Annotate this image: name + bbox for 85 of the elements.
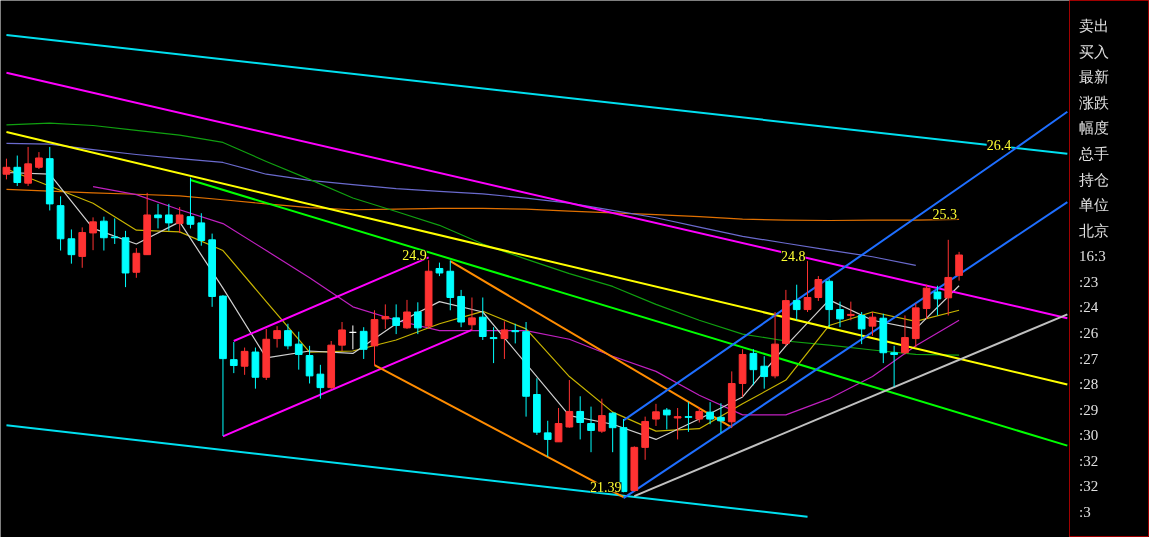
candlestick: [814, 275, 823, 302]
candlestick: [836, 301, 844, 328]
candlestick: [89, 216, 97, 251]
candlestick: [608, 411, 617, 453]
text: :26: [1079, 324, 1099, 341]
text: :24: [1079, 299, 1099, 316]
candlestick: [489, 326, 498, 364]
text: 总手: [1078, 145, 1110, 162]
text: :3: [1079, 503, 1091, 520]
candlestick: [381, 303, 390, 330]
candlestick: [652, 403, 660, 427]
candlestick: [597, 398, 606, 434]
text: 持仓: [1079, 171, 1110, 188]
candlestick: [413, 301, 422, 335]
candlestick: [500, 320, 509, 360]
candlestick: [13, 155, 22, 187]
candlestick: [24, 146, 32, 187]
text: 北京: [1079, 222, 1110, 239]
candlestick: [857, 311, 866, 345]
candlestick: [717, 402, 725, 434]
candlestick: [706, 401, 714, 425]
candlestick: [338, 321, 346, 352]
candlestick: [846, 301, 855, 321]
candlestick: [2, 158, 11, 180]
annotation: 24.8: [781, 248, 806, 264]
candlestick: [316, 364, 325, 400]
text: 涨跌: [1079, 94, 1110, 111]
candlestick: [294, 331, 303, 371]
candlestick: [933, 285, 942, 316]
candlestick: [197, 212, 206, 247]
candlestick: [684, 401, 693, 433]
candlestick: [868, 311, 877, 337]
candlestick: [955, 251, 963, 282]
candlestick: [132, 247, 141, 279]
candlestick: [901, 314, 909, 355]
candlestick: [240, 347, 249, 376]
candlestick: [468, 296, 476, 332]
candlestick: [587, 406, 595, 453]
candlestick: [403, 299, 411, 330]
text: :27: [1079, 350, 1099, 367]
text: 买入: [1079, 43, 1110, 60]
text: :30: [1079, 427, 1099, 444]
candlestick: [359, 326, 368, 360]
candlestick: [392, 303, 401, 335]
candlestick: [565, 379, 574, 429]
text: :32: [1079, 478, 1099, 495]
text: :23: [1079, 273, 1099, 290]
text: :28: [1079, 376, 1099, 393]
text: 单位: [1079, 197, 1110, 214]
candlestick: [110, 217, 119, 245]
candlestick: [284, 323, 292, 350]
text: :29: [1079, 401, 1099, 418]
annotation: 24.9: [402, 248, 427, 264]
text: 幅度: [1079, 120, 1110, 137]
candlestick: [511, 323, 520, 344]
annotation: 21.39: [590, 480, 622, 496]
candlestick: [164, 203, 173, 232]
candlestick: [554, 407, 563, 443]
candlestick: [662, 407, 671, 430]
annotation: 26.4: [986, 138, 1012, 154]
candlestick: [890, 345, 898, 388]
candlestick: [154, 203, 162, 229]
candlestick: [749, 348, 758, 386]
text: 最新: [1079, 69, 1110, 86]
candlestick: [273, 325, 281, 349]
candlestick: [792, 284, 801, 321]
candlestick: [803, 260, 812, 313]
candlestick: [186, 177, 195, 229]
candlestick: [922, 284, 931, 320]
candlestick: [78, 226, 87, 269]
candlestick: [100, 216, 108, 252]
candlestick: [944, 239, 953, 316]
text: 卖出: [1079, 18, 1110, 35]
text: :32: [1079, 452, 1099, 469]
candlestick: [576, 395, 585, 440]
candlestick: [305, 345, 314, 384]
candlestick: [543, 420, 552, 458]
candlestick: [478, 296, 487, 341]
candlestick: [229, 341, 238, 374]
candlestick: [760, 355, 769, 390]
annotation: 25.3: [932, 207, 958, 223]
candlestick: [673, 407, 682, 440]
candlestick: [67, 228, 76, 265]
text: 16:3: [1079, 248, 1106, 265]
candlestick: [175, 206, 184, 234]
